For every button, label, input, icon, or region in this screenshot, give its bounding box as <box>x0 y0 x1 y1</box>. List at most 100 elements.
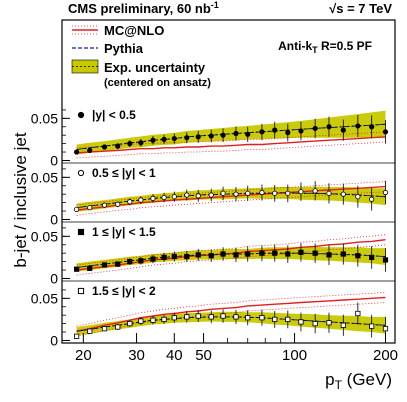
mcatnlo-upper-4 <box>76 292 386 327</box>
data-point <box>220 132 226 138</box>
data-point <box>127 141 133 147</box>
y-axis-title: b-jet / inclusive jet <box>11 132 30 267</box>
data-point <box>220 251 226 257</box>
uncertainty-bands <box>76 110 386 336</box>
data-point <box>355 123 361 129</box>
data-point <box>285 316 291 323</box>
data-point <box>87 328 93 334</box>
data-point <box>382 189 389 196</box>
data-point <box>101 202 108 208</box>
data-point <box>298 319 304 325</box>
data-point <box>87 265 93 271</box>
data-point <box>195 313 201 319</box>
data-point <box>73 333 80 339</box>
data-point <box>101 144 108 150</box>
data-point <box>259 250 265 256</box>
data-point <box>208 133 214 139</box>
x-tick-label: 30 <box>128 347 145 364</box>
data-point <box>171 194 177 200</box>
data-point <box>340 251 346 257</box>
data-point <box>161 316 167 323</box>
data-point <box>369 124 375 130</box>
data-point <box>127 321 133 327</box>
data-point <box>245 190 251 196</box>
data-points <box>73 114 389 341</box>
data-point <box>184 135 190 141</box>
data-point <box>101 262 108 268</box>
data-point <box>382 257 389 263</box>
data-point <box>369 196 375 202</box>
data-point <box>245 315 251 321</box>
data-point <box>326 190 332 196</box>
panel-labels: |y| < 0.5 0.5 ≤ |y| < 1 1 ≤ |y| < 1.5 1.5 ≤… <box>77 108 156 298</box>
data-point <box>298 189 304 195</box>
panel-label-4: 1.5 ≤ |y| < 2 <box>92 284 156 298</box>
panel-label-3: 1 ≤ |y| < 1.5 <box>92 225 156 239</box>
data-point <box>272 127 278 133</box>
data-point <box>171 315 177 321</box>
y-tick-label: 0.05 <box>31 290 58 306</box>
legend-entry-2: Pythia <box>104 41 144 56</box>
data-point <box>340 322 346 328</box>
data-point <box>285 251 291 257</box>
data-point <box>184 253 190 260</box>
data-point <box>312 125 318 132</box>
algorithm-label: Anti-kT R=0.5 PF <box>278 39 372 55</box>
panel-marker-4 <box>77 287 85 295</box>
legend: MC@NLO Pythia Exp. uncertainty (centered on… <box>71 23 211 89</box>
data-point <box>355 194 361 200</box>
y-tick-label: 0 <box>50 270 58 286</box>
plot-frame <box>61 19 396 344</box>
panel-marker-2 <box>77 169 85 177</box>
data-point <box>259 189 265 196</box>
data-point <box>208 314 214 320</box>
data-point <box>127 199 133 205</box>
uncertainty-band-2 <box>76 186 386 212</box>
data-point <box>285 130 291 136</box>
mcatnlo-lower-1 <box>76 141 386 159</box>
uncertainty-band-4 <box>76 311 386 336</box>
data-point <box>245 131 251 137</box>
mcatnlo-curve-1 <box>76 136 386 154</box>
data-point <box>355 310 361 317</box>
data-point <box>208 192 214 198</box>
data-point <box>73 266 80 272</box>
x-tick-label: 100 <box>282 347 307 364</box>
data-point <box>233 252 239 258</box>
data-point <box>326 252 332 258</box>
uncertainty-band-1 <box>76 110 386 155</box>
data-point <box>298 128 304 134</box>
data-point <box>73 149 80 155</box>
y-tick-label: 0 <box>50 152 58 168</box>
data-point <box>73 206 80 212</box>
data-point <box>312 321 318 327</box>
data-point <box>326 124 332 130</box>
data-point <box>272 316 278 323</box>
x-tick-label: 40 <box>166 347 183 364</box>
data-point <box>382 326 389 332</box>
data-point <box>272 190 278 196</box>
data-point <box>115 261 121 267</box>
data-point <box>138 258 144 264</box>
x-axis-title: pT (GeV) <box>325 370 392 392</box>
data-point <box>138 197 144 203</box>
data-point <box>233 191 239 197</box>
data-point <box>150 137 156 143</box>
data-point <box>87 205 93 211</box>
panel-marker-1 <box>77 111 85 119</box>
data-point <box>312 188 318 194</box>
y-tick-label: 0.05 <box>31 110 58 126</box>
x-tick-label: 50 <box>195 347 212 364</box>
y-tick-label: 0 <box>50 211 58 227</box>
data-point <box>340 191 346 197</box>
data-point <box>195 252 201 258</box>
x-tick-label: 20 <box>75 347 92 364</box>
data-point <box>171 253 177 260</box>
data-point <box>150 256 156 262</box>
data-point <box>220 190 226 196</box>
data-point <box>259 129 265 135</box>
data-point <box>233 314 239 320</box>
panel-label-2: 0.5 ≤ |y| < 1 <box>92 166 156 180</box>
data-point <box>326 320 332 326</box>
